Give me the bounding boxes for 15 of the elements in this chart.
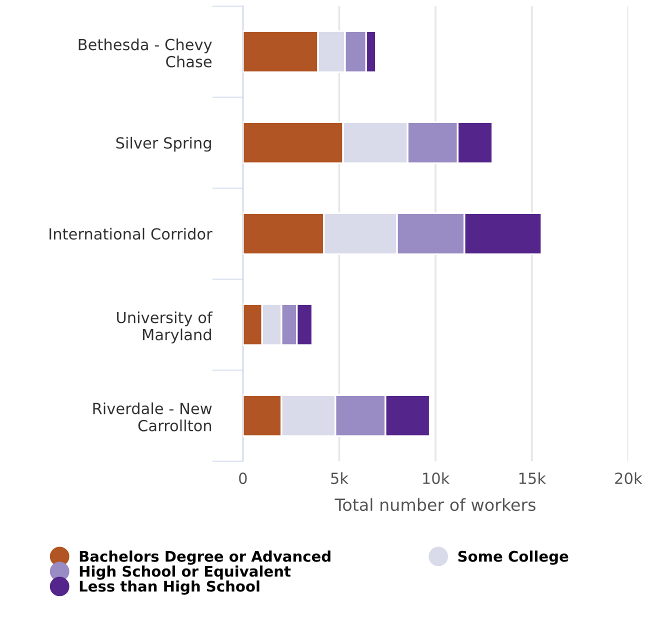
x-tick-label: 5k	[331, 472, 348, 484]
legend-label: High School or Equivalent	[80, 566, 291, 580]
x-tick-label: 10k	[423, 472, 450, 484]
x-tick-label: 20k	[615, 472, 642, 484]
legend-label: Less than High School	[80, 580, 260, 595]
x-tick-label: 15k	[519, 472, 546, 484]
y-tick-label: University of Maryland	[117, 311, 213, 344]
legend-label: Bachelors Degree or Advanced	[80, 550, 330, 565]
x-tick-label: 0	[239, 472, 247, 484]
y-tick-label: Silver Spring	[116, 136, 211, 152]
legend-label: Some College	[458, 550, 568, 565]
y-tick-label: International Corridor	[50, 228, 212, 240]
x-axis-title: Total number of workers	[334, 498, 536, 512]
y-tick-label: Riverdale - New Carrollton	[93, 402, 212, 432]
y-tick-label: Bethesda - Chevy Chase	[78, 38, 212, 68]
